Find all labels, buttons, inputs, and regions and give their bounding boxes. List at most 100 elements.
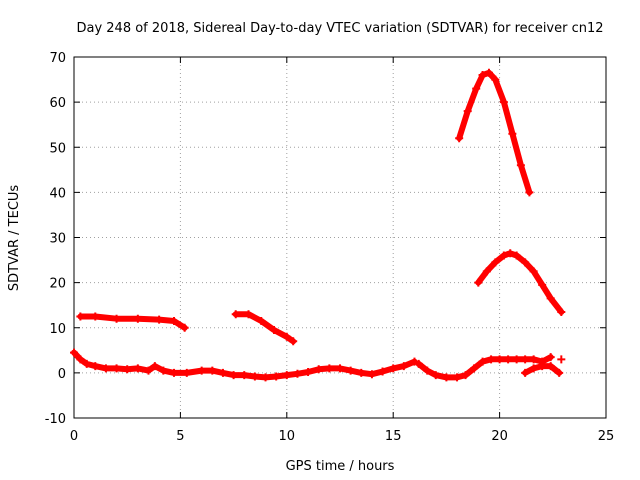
data-point bbox=[231, 310, 240, 319]
series-baseline-a bbox=[70, 348, 419, 382]
data-point bbox=[325, 364, 334, 373]
data-point bbox=[529, 364, 538, 373]
data-point bbox=[261, 373, 270, 382]
data-point bbox=[461, 371, 470, 380]
data-point bbox=[470, 364, 479, 373]
data-point bbox=[257, 316, 266, 325]
data-point bbox=[76, 355, 85, 364]
data-point bbox=[453, 373, 462, 382]
data-point bbox=[170, 368, 179, 377]
x-tick-label: 20 bbox=[491, 429, 508, 444]
y-tick-label: -10 bbox=[45, 412, 66, 427]
data-point bbox=[431, 371, 440, 380]
data-point bbox=[367, 370, 376, 379]
data-point bbox=[304, 367, 313, 376]
data-point bbox=[512, 251, 521, 260]
data-point bbox=[229, 371, 238, 380]
data-point bbox=[293, 369, 302, 378]
data-point bbox=[270, 326, 279, 335]
data-point bbox=[218, 368, 227, 377]
data-point bbox=[91, 362, 100, 371]
y-tick-label: 40 bbox=[49, 186, 66, 201]
data-point bbox=[240, 371, 249, 380]
data-point bbox=[512, 355, 521, 364]
data-point bbox=[423, 366, 432, 375]
series-arc-high-peak bbox=[455, 68, 534, 197]
data-point bbox=[525, 188, 534, 197]
data-point bbox=[546, 353, 555, 362]
y-tick-label: 60 bbox=[49, 96, 66, 111]
data-point bbox=[546, 362, 555, 371]
data-point bbox=[472, 84, 481, 93]
data-point bbox=[155, 315, 164, 324]
data-point bbox=[289, 337, 298, 346]
data-point bbox=[244, 310, 253, 319]
series-line bbox=[456, 69, 533, 196]
data-point bbox=[123, 365, 132, 374]
x-tick-label: 5 bbox=[176, 429, 184, 444]
data-point bbox=[208, 366, 217, 375]
y-tick-label: 0 bbox=[58, 367, 66, 382]
x-axis-label: GPS time / hours bbox=[286, 459, 395, 474]
data-point bbox=[378, 367, 387, 376]
x-tick-label: 10 bbox=[279, 429, 296, 444]
data-point bbox=[521, 355, 530, 364]
data-point bbox=[250, 372, 259, 381]
x-tick-label: 15 bbox=[385, 429, 402, 444]
data-point bbox=[557, 355, 566, 364]
series-baseline-b bbox=[414, 353, 555, 382]
data-point bbox=[538, 280, 547, 289]
data-point bbox=[346, 366, 355, 375]
data-point bbox=[495, 355, 504, 364]
data-point bbox=[555, 368, 564, 377]
data-point bbox=[499, 98, 508, 107]
data-point bbox=[521, 258, 530, 267]
data-point bbox=[546, 294, 555, 303]
series-line bbox=[415, 354, 554, 381]
series-end-point bbox=[557, 355, 566, 364]
data-point bbox=[389, 364, 398, 373]
series-arc-late-rise bbox=[474, 249, 566, 316]
data-point bbox=[76, 312, 85, 321]
data-point bbox=[508, 129, 517, 138]
data-point bbox=[478, 71, 487, 80]
axis-ticks: 0 5 10 15 20 25 -10 0 10 20 30 40 50 60 70 bbox=[45, 51, 615, 444]
data-point bbox=[180, 323, 189, 332]
data-point bbox=[182, 368, 191, 377]
data-point bbox=[491, 75, 500, 84]
data-point bbox=[442, 373, 451, 382]
data-point bbox=[272, 372, 281, 381]
data-point bbox=[529, 355, 538, 364]
y-axis-label: SDTVAR / TECUs bbox=[7, 185, 22, 292]
data-point bbox=[484, 68, 493, 77]
data-point bbox=[314, 365, 323, 374]
data-point bbox=[70, 348, 78, 357]
y-tick-label: 70 bbox=[49, 51, 66, 66]
series-line bbox=[71, 349, 418, 381]
y-tick-label: 50 bbox=[49, 141, 66, 156]
data-point bbox=[159, 366, 168, 375]
data-point bbox=[91, 312, 100, 321]
data-point bbox=[150, 362, 159, 371]
data-point bbox=[144, 366, 153, 375]
data-point bbox=[399, 362, 408, 371]
data-point bbox=[491, 258, 500, 267]
data-point bbox=[133, 364, 142, 373]
data-point bbox=[197, 366, 206, 375]
data-point bbox=[557, 307, 566, 316]
data-point bbox=[463, 107, 472, 116]
data-point bbox=[499, 251, 508, 260]
data-marks bbox=[70, 68, 566, 382]
data-point bbox=[357, 368, 366, 377]
data-point bbox=[282, 332, 291, 341]
data-point bbox=[112, 364, 121, 373]
series-arc-morning bbox=[76, 312, 189, 332]
data-point bbox=[455, 134, 464, 143]
data-point bbox=[414, 359, 423, 368]
data-point bbox=[538, 362, 547, 371]
data-point bbox=[133, 314, 142, 323]
series-baseline-c bbox=[521, 362, 564, 377]
data-point bbox=[101, 364, 110, 373]
data-point bbox=[482, 267, 491, 276]
